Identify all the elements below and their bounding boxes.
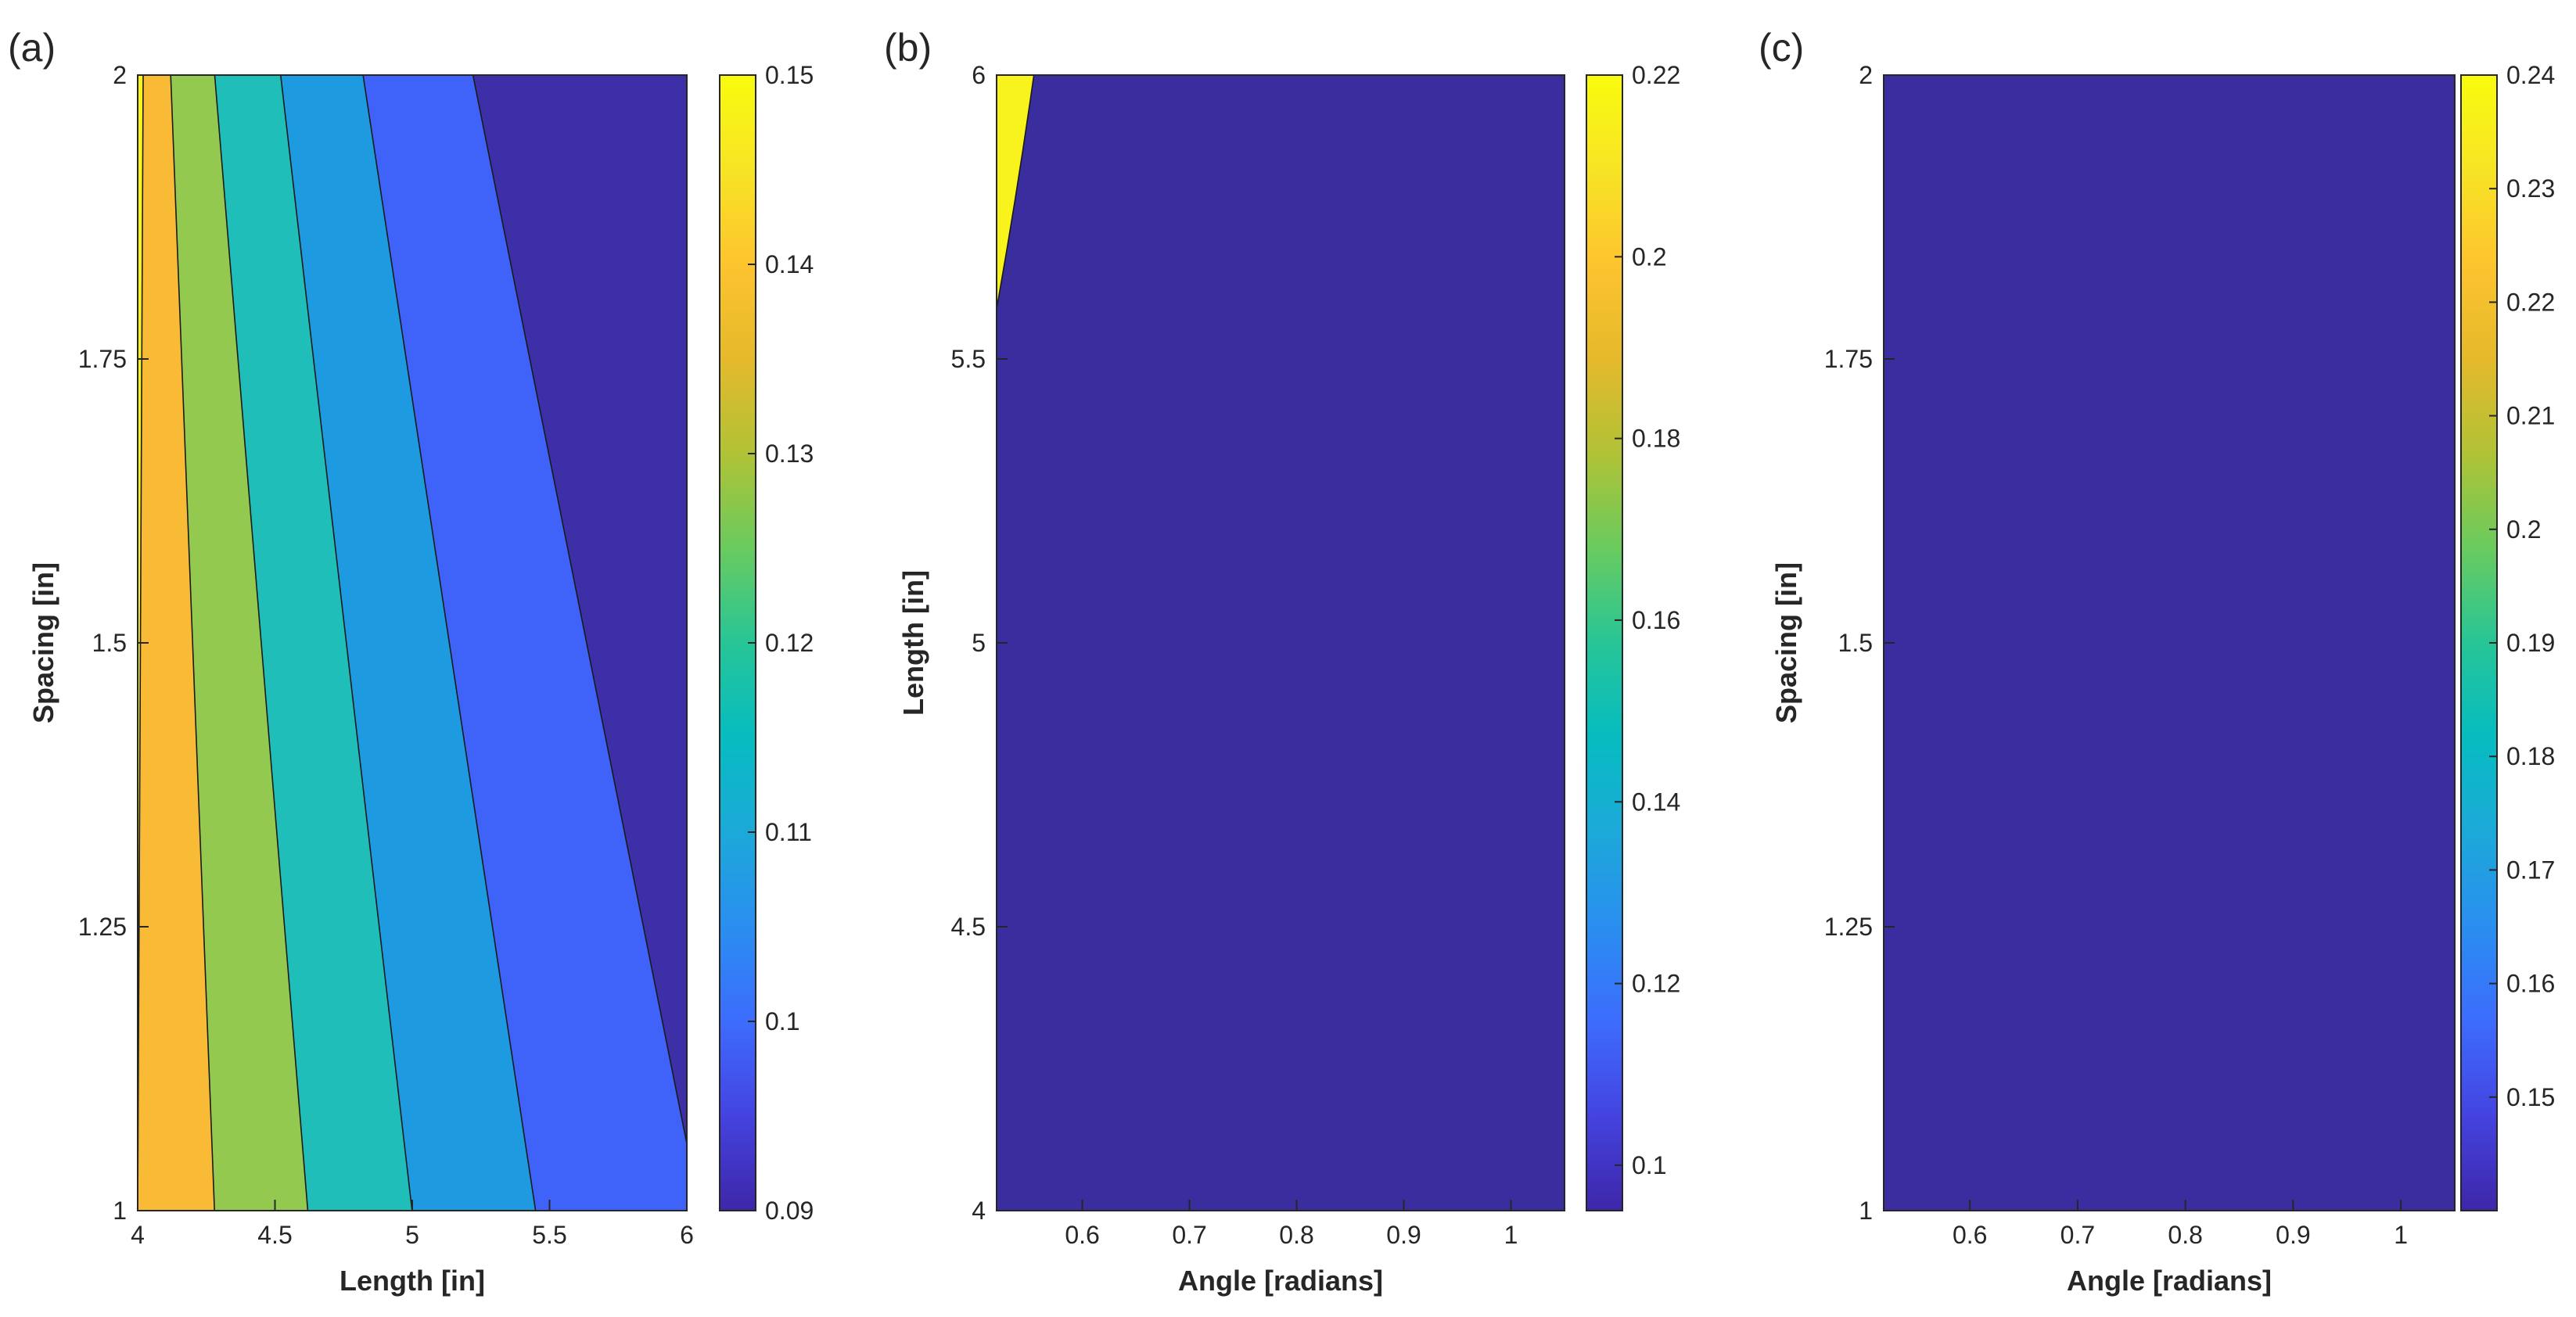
colorbar-tick-label: 0.24 <box>2506 61 2555 89</box>
colorbar-tick-label: 0.14 <box>1632 788 1680 816</box>
panel-c-contours <box>1884 75 2455 1211</box>
x-tick-label: 0.6 <box>1065 1221 1099 1249</box>
colorbar-tick-label: 0.22 <box>2506 288 2555 316</box>
x-tick-label: 0.8 <box>1279 1221 1313 1249</box>
panel-a-yticks: 1 1.25 1.5 1.75 2 <box>78 61 149 1225</box>
colorbar-tick-label: 0.2 <box>2506 515 2541 544</box>
x-tick-label: 0.6 <box>1953 1221 1987 1249</box>
panel-b-contours <box>997 75 1565 1211</box>
y-tick-label: 2 <box>1859 61 1873 89</box>
panel-a-label: (a) <box>8 26 56 70</box>
colorbar-tick-label: 0.15 <box>765 61 814 89</box>
colorbar-tick-label: 0.22 <box>1632 61 1680 89</box>
x-tick-label: 0.9 <box>1386 1221 1421 1249</box>
x-tick-label: 1 <box>1504 1221 1518 1249</box>
colorbar-tick-label: 0.2 <box>1632 242 1666 271</box>
y-tick-label: 6 <box>972 61 986 89</box>
panel-c-xticks: 0.6 0.7 0.8 0.9 1 <box>1953 1200 2408 1249</box>
x-tick-label: 1 <box>2394 1221 2408 1249</box>
colorbar-tick-label: 0.23 <box>2506 174 2555 203</box>
y-tick-label: 5.5 <box>951 345 986 373</box>
colorbar-tick-label: 0.16 <box>1632 606 1680 634</box>
x-tick-label: 0.7 <box>2060 1221 2095 1249</box>
y-tick-label: 2 <box>113 61 127 89</box>
colorbar-tick-label: 0.21 <box>2506 402 2555 430</box>
colorbar-tick-label: 0.17 <box>2506 856 2555 884</box>
colorbar-tick-label: 0.1 <box>1632 1151 1666 1179</box>
colorbar-tick-label: 0.12 <box>765 629 814 657</box>
y-tick-label: 1 <box>113 1197 127 1225</box>
panel-c-yticks: 1 1.25 1.5 1.75 2 <box>1824 61 1895 1225</box>
colorbar-tick-label: 0.11 <box>765 818 812 846</box>
panel-b-colorbar-ticks: 0.1 0.12 0.14 0.16 0.18 0.2 0.22 <box>1615 61 1680 1179</box>
colorbar-tick-label: 0.15 <box>2506 1083 2555 1111</box>
colorbar-tick-label: 0.18 <box>2506 742 2555 770</box>
x-tick-label: 0.9 <box>2276 1221 2310 1249</box>
y-tick-label: 1.75 <box>1824 345 1873 373</box>
colorbar-tick-label: 0.14 <box>765 250 814 278</box>
panel-b-xticks: 0.6 0.7 0.8 0.9 1 <box>1065 1200 1518 1249</box>
panel-c-contour-band <box>1884 75 2455 1211</box>
colorbar-tick-label: 0.12 <box>1632 970 1680 998</box>
x-tick-label: 0.7 <box>1172 1221 1206 1249</box>
panel-c: (c) 0.6 0.7 0.8 0.9 1 1 1.25 1.5 1.75 2 Angle [r… <box>1759 26 2555 1297</box>
x-tick-label: 0.8 <box>2168 1221 2202 1249</box>
panel-b: (b) 0.6 0.7 0.8 0.9 1 4 4.5 5 5.5 6 Angle [radia… <box>884 26 1680 1297</box>
panel-c-ylabel: Spacing [in] <box>1770 562 1802 723</box>
colorbar-tick-label: 0.09 <box>765 1197 814 1225</box>
colorbar-tick-label: 0.13 <box>765 440 814 468</box>
colorbar-tick-label: 0.16 <box>2506 970 2555 998</box>
panel-b-yticks: 4 4.5 5 5.5 6 <box>951 61 1008 1225</box>
panel-a-ylabel: Spacing [in] <box>27 562 59 723</box>
y-tick-label: 1.25 <box>78 913 127 941</box>
panel-c-xlabel: Angle [radians] <box>2067 1265 2272 1297</box>
colorbar-tick-label: 0.19 <box>2506 629 2555 657</box>
panel-a-contours <box>138 75 687 1211</box>
y-tick-label: 1.5 <box>1838 629 1873 657</box>
panel-a-xticks: 4 4.5 5 5.5 6 <box>131 1200 694 1249</box>
y-tick-label: 1.25 <box>1824 913 1873 941</box>
y-tick-label: 1.75 <box>78 345 127 373</box>
panel-b-xlabel: Angle [radians] <box>1178 1265 1383 1297</box>
y-tick-label: 5 <box>972 629 986 657</box>
panel-a: (a) 4 4.5 5 5.5 6 11.251.51.752 Length [in] … <box>8 26 814 1297</box>
panel-b-ylabel: Length [in] <box>897 570 929 716</box>
y-tick-label: 4 <box>972 1197 986 1225</box>
panel-c-colorbar-ticks: 0.15 0.16 0.17 0.18 0.19 0.2 0.21 0.22 0.23 0.24 <box>2489 61 2555 1111</box>
x-tick-label: 4.5 <box>257 1221 292 1249</box>
y-tick-label: 1 <box>1859 1197 1873 1225</box>
x-tick-label: 5.5 <box>532 1221 566 1249</box>
y-tick-label: 1.5 <box>92 629 127 657</box>
panel-b-contour-band <box>997 75 1565 1211</box>
y-tick-label: 4.5 <box>951 913 986 941</box>
panel-a-xlabel: Length [in] <box>340 1265 485 1297</box>
panel-c-label: (c) <box>1759 26 1804 70</box>
panel-a-contour-band <box>472 75 687 1147</box>
x-tick-label: 4 <box>131 1221 145 1249</box>
panel-b-colorbar <box>1586 74 1623 1211</box>
x-tick-label: 5 <box>405 1221 419 1249</box>
colorbar-tick-label: 0.18 <box>1632 425 1680 453</box>
x-tick-label: 6 <box>680 1221 694 1249</box>
panel-a-colorbar-ticks: 0.09 0.1 0.11 0.12 0.13 0.14 0.15 <box>748 61 814 1225</box>
colorbar-tick-label: 0.1 <box>765 1007 799 1035</box>
panel-b-label: (b) <box>884 26 932 70</box>
